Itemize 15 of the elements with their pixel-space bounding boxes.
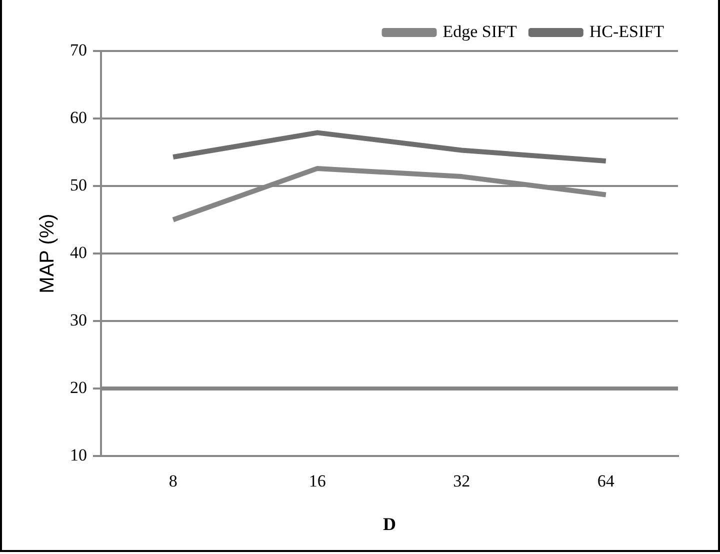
x-tick-label: 16 — [308, 472, 326, 491]
x-axis-title: D — [383, 514, 396, 534]
y-tick-label: 70 — [70, 40, 87, 60]
x-tick-label: 64 — [597, 472, 615, 491]
y-tick-label: 50 — [70, 175, 87, 194]
legend-label: HC-ESIFT — [589, 22, 665, 41]
y-tick-label: 10 — [70, 445, 87, 464]
y-tick-label: 60 — [70, 108, 87, 127]
x-tick-label: 8 — [168, 472, 178, 491]
legend-label: Edge SIFT — [442, 22, 518, 41]
x-tick-label: 32 — [453, 472, 470, 491]
y-axis-title: MAP (%) — [36, 214, 59, 294]
y-tick-label: 20 — [70, 378, 87, 397]
y-tick-label: 30 — [70, 310, 87, 330]
y-tick-label: 40 — [70, 242, 87, 262]
